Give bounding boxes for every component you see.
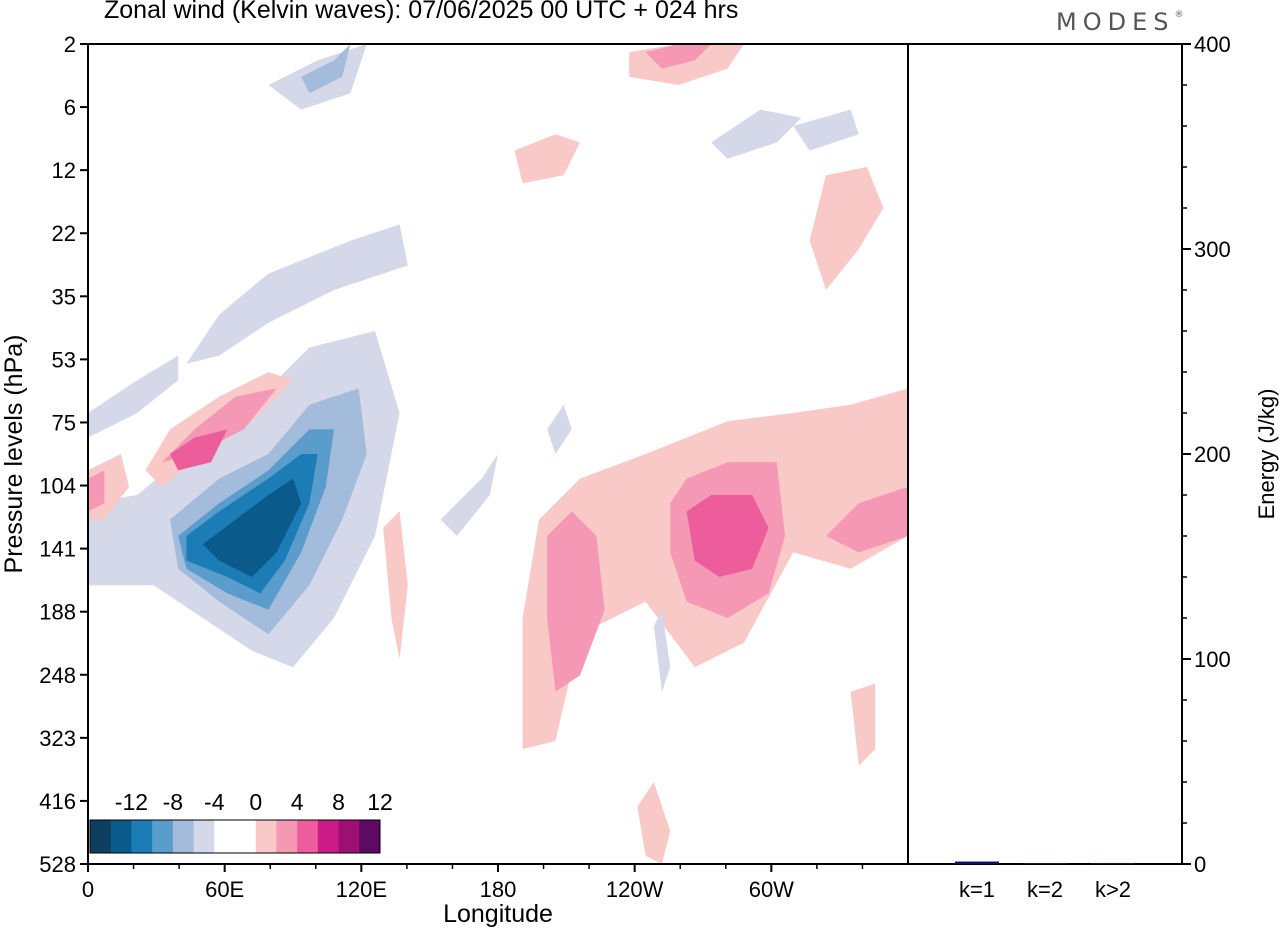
x-tick-label: 60E [205, 877, 244, 902]
logo-text: MODES [1056, 8, 1175, 36]
colorbar-swatch [172, 820, 195, 853]
colorbar-swatch [235, 820, 257, 853]
colorbar-label: -12 [115, 789, 148, 815]
y-tick-label: 35 [52, 284, 76, 309]
colorbar-label: 4 [291, 789, 304, 815]
colorbar-legend: -12 -8 -4 0 4 8 12 [89, 789, 393, 854]
contour-fill-layer [88, 44, 908, 864]
contour-region [547, 511, 605, 692]
colorbar-swatch [359, 820, 381, 853]
energy-category-label: k=1 [959, 877, 995, 902]
x-tick-label: 120E [336, 877, 387, 902]
contour-region [440, 454, 498, 536]
contour-region [88, 470, 105, 512]
y-tick-label: 188 [39, 600, 76, 625]
energy-bar [1023, 863, 1067, 864]
y-tick-label: 2 [64, 32, 76, 57]
colorbar-swatch [193, 820, 215, 853]
contour-region [711, 109, 802, 159]
energy-bar [1091, 862, 1135, 864]
energy-bars: k=1 k=2 k>2 [955, 861, 1135, 902]
x-tick-label: 120W [606, 877, 664, 902]
contour-region [383, 511, 408, 659]
contour-region [88, 355, 179, 438]
colorbar-swatch [276, 820, 298, 853]
colorbar-label: 12 [367, 789, 393, 815]
contour-region [547, 404, 572, 454]
x-tick-label: 180 [480, 877, 517, 902]
energy-category-label: k=2 [1027, 877, 1063, 902]
colorbar-label: -8 [163, 789, 183, 815]
contour-region [793, 109, 859, 151]
x-axis: 0 60E 120E 180 120W 60W [82, 864, 864, 902]
y-axis-label: Pressure levels (hPa) [0, 335, 28, 574]
colorbar-label: 8 [332, 789, 345, 815]
y-tick-label: 12 [52, 158, 76, 183]
colorbar-swatch [338, 820, 360, 853]
y-tick-label: 75 [52, 410, 76, 435]
contour-region [637, 782, 671, 864]
y-tick-label: 6 [64, 95, 76, 120]
y-axis: 2 6 12 22 35 53 75 104 141 188 248 323 416 528 [39, 32, 88, 877]
contour-region [809, 167, 884, 290]
modes-logo: MODES® [1056, 8, 1183, 36]
colorbar-swatch [152, 820, 174, 853]
logo-mark: ® [1174, 10, 1184, 20]
colorbar-swatch [214, 820, 236, 853]
contour-region [186, 224, 408, 364]
contour-region [170, 429, 228, 471]
contour-region [826, 486, 908, 553]
contour-region [850, 683, 876, 766]
colorbar-swatch [110, 820, 132, 853]
energy-axis-label: Energy (J/kg) [1254, 389, 1279, 520]
energy-tick-label: 300 [1194, 237, 1231, 262]
energy-tick-label: 0 [1194, 852, 1206, 877]
colorbar-swatch [131, 820, 153, 853]
energy-axis: 0 100 200 300 400 [1182, 32, 1231, 877]
y-tick-label: 141 [39, 537, 76, 562]
x-tick-label: 0 [82, 877, 94, 902]
y-tick-label: 22 [52, 221, 76, 246]
contour-region [202, 478, 302, 577]
contour-region [653, 609, 671, 692]
contour-region [301, 44, 351, 94]
x-axis-label: Longitude [443, 900, 553, 928]
colorbar-swatch [90, 820, 112, 853]
contour-region [514, 134, 580, 184]
y-tick-label: 53 [52, 347, 76, 372]
colorbar-frame [89, 819, 381, 854]
chart-title: Zonal wind (Kelvin waves): 07/06/2025 00… [104, 0, 739, 24]
energy-tick-label: 400 [1194, 32, 1231, 57]
colorbar-label: 0 [249, 789, 262, 815]
y-tick-label: 323 [39, 726, 76, 751]
contour-region [645, 44, 712, 69]
contour-region [686, 495, 769, 577]
colorbar-label: -4 [204, 789, 225, 815]
energy-tick-label: 100 [1194, 647, 1231, 672]
energy-bar [955, 861, 999, 864]
y-tick-label: 528 [39, 852, 76, 877]
colorbar-swatch [297, 820, 319, 853]
y-tick-label: 104 [39, 474, 76, 499]
y-tick-label: 416 [39, 789, 76, 814]
energy-tick-label: 200 [1194, 442, 1231, 467]
y-tick-label: 248 [39, 663, 76, 688]
colorbar-swatch [255, 820, 277, 853]
energy-category-label: k>2 [1095, 877, 1131, 902]
energy-plot-frame [907, 43, 1183, 865]
x-tick-label: 60W [749, 877, 794, 902]
colorbar-swatch [317, 820, 340, 853]
